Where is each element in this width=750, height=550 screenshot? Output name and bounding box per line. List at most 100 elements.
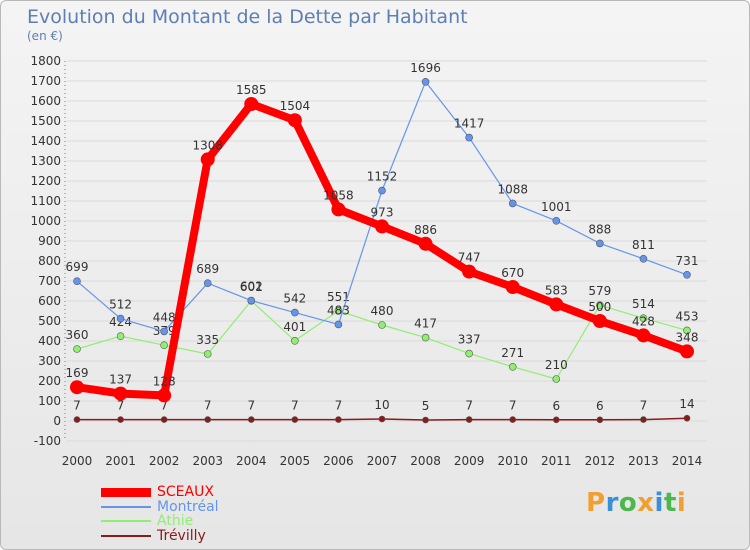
data-point: [247, 296, 256, 305]
data-point: [552, 217, 561, 225]
data-point: [203, 350, 212, 358]
legend: SCEAUX Montréal Athie Trévilly: [101, 485, 219, 543]
data-label: 1696: [410, 61, 441, 75]
data-point: [422, 416, 429, 424]
data-point: [639, 314, 648, 323]
data-label: 483: [327, 303, 350, 317]
x-tick-label: 2001: [105, 454, 136, 468]
y-tick-label: 1700: [30, 74, 61, 88]
data-point: [291, 336, 299, 345]
data-point: [291, 308, 299, 317]
y-tick-label: 1800: [30, 54, 61, 68]
legend-swatch: [101, 520, 151, 523]
data-point: [596, 416, 604, 424]
data-label: 670: [501, 266, 524, 280]
chart-title: Evolution du Montant de la Dette par Hab…: [27, 6, 468, 28]
data-point: [462, 264, 477, 279]
x-tick-label: 2000: [62, 454, 93, 468]
data-point: [509, 416, 517, 423]
data-point: [683, 414, 691, 422]
x-tick-label: 2003: [192, 454, 223, 468]
logo-letter: o: [618, 488, 638, 518]
data-label: 14: [679, 397, 694, 411]
y-tick-label: 1000: [30, 214, 61, 228]
data-label: 7: [335, 399, 343, 413]
legend-label: Athie: [157, 513, 194, 530]
data-point: [636, 328, 651, 343]
y-tick-label: 500: [38, 314, 61, 328]
data-label: 1152: [367, 170, 398, 184]
series-trvilly: 7 7 7 7 7 7 7 10 5 7 7 6 6 7 14: [73, 397, 695, 424]
data-point: [592, 314, 607, 328]
data-label: 747: [458, 251, 481, 265]
series-athie: 3604243793356014015514804173372712105795…: [66, 280, 698, 383]
x-tick-label: 2012: [585, 454, 616, 468]
legend-item: SCEAUX: [101, 485, 219, 500]
data-label: 271: [501, 346, 524, 360]
data-label: 335: [196, 333, 219, 347]
y-tick-label: 1300: [30, 154, 61, 168]
data-label: 360: [66, 328, 89, 342]
data-label: 428: [632, 314, 655, 328]
legend-item: Trévilly: [101, 529, 219, 544]
data-label: 1088: [497, 182, 528, 196]
data-point: [421, 78, 430, 86]
y-tick-label: 300: [38, 354, 61, 368]
x-tick-label: 2014: [672, 454, 703, 468]
y-tick-label: 1500: [30, 114, 61, 128]
data-label: 579: [588, 284, 611, 298]
data-label: 448: [153, 310, 176, 324]
data-point: [160, 416, 168, 423]
data-point: [508, 362, 517, 371]
x-tick-label: 2010: [497, 454, 528, 468]
data-point: [334, 320, 343, 329]
data-label: 601: [240, 280, 263, 294]
data-label: 1001: [541, 200, 572, 214]
data-point: [552, 416, 560, 424]
data-label: 514: [632, 297, 655, 311]
data-label: 1417: [454, 117, 485, 131]
data-point: [204, 416, 212, 423]
data-label: 137: [109, 373, 132, 387]
y-tick-label: 400: [38, 334, 61, 348]
data-label: 888: [588, 222, 611, 236]
data-label: 6: [596, 399, 604, 413]
legend-label: Montréal: [157, 498, 219, 515]
data-label: 7: [465, 399, 473, 413]
data-label: 417: [414, 317, 437, 331]
data-label: 401: [283, 320, 306, 334]
data-point: [596, 301, 604, 310]
data-label: 1585: [236, 83, 267, 97]
data-point: [378, 186, 386, 195]
data-label: 5: [422, 399, 430, 413]
data-label: 1058: [323, 188, 354, 202]
data-point: [157, 388, 172, 403]
data-label: 7: [291, 399, 299, 413]
y-tick-label: 600: [38, 294, 61, 308]
data-point: [508, 199, 517, 208]
data-label: 602: [240, 280, 263, 294]
data-label: 7: [247, 399, 255, 413]
data-point: [418, 236, 433, 251]
data-point: [552, 375, 561, 383]
data-label: 337: [458, 333, 481, 347]
data-point: [465, 416, 473, 423]
logo-letter: i: [654, 488, 664, 518]
logo-letter: x: [637, 488, 655, 518]
data-label: 551: [327, 290, 350, 304]
data-point: [200, 152, 215, 167]
legend-label: SCEAUX: [157, 484, 214, 501]
data-point: [287, 113, 302, 128]
data-label: 886: [414, 223, 437, 237]
x-tick-label: 2005: [280, 454, 311, 468]
data-point: [378, 321, 386, 329]
data-label: 7: [204, 399, 212, 413]
data-point: [680, 344, 694, 359]
legend-item: Montréal: [101, 500, 219, 515]
data-label: 6: [552, 399, 560, 413]
data-point: [683, 326, 691, 335]
x-tick-label: 2008: [410, 454, 441, 468]
y-tick-label: 1600: [30, 94, 61, 108]
data-label: 731: [676, 254, 699, 268]
y-tick-label: 1200: [30, 174, 61, 188]
